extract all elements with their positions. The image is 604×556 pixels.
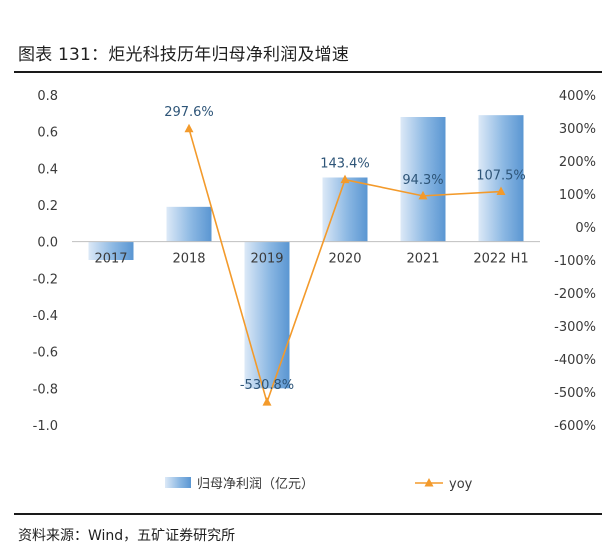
left-axis-tick: 0.8 <box>37 89 58 104</box>
source-note: 资料来源：Wind，五矿证券研究所 <box>18 528 236 544</box>
yoy-data-label: 107.5% <box>476 169 526 184</box>
footer-rule <box>14 513 602 515</box>
legend-line-label: yoy <box>449 477 473 492</box>
category-label: 2017 <box>94 252 127 267</box>
left-axis-tick: 0.0 <box>37 236 58 251</box>
right-axis-tick: -200% <box>554 287 596 302</box>
right-axis-tick: -100% <box>554 254 596 269</box>
right-axis-tick: 300% <box>559 122 596 137</box>
left-axis-tick: -0.4 <box>33 309 58 324</box>
legend-bar-swatch <box>165 477 191 488</box>
yoy-marker <box>184 123 194 133</box>
legend-bar-label: 归母净利润（亿元） <box>197 477 314 492</box>
yoy-data-label: 143.4% <box>320 157 370 172</box>
profit-bar <box>400 117 446 242</box>
yoy-marker <box>418 190 428 200</box>
left-axis-tick: 0.6 <box>37 126 58 141</box>
left-axis-tick: -0.8 <box>33 382 58 397</box>
yoy-marker <box>496 186 506 196</box>
profit-bar <box>322 177 368 242</box>
left-axis-tick: 0.2 <box>37 199 58 214</box>
left-axis-tick: 0.4 <box>37 162 58 177</box>
title-rule <box>14 71 602 73</box>
yoy-marker <box>340 174 350 184</box>
yoy-data-label: 297.6% <box>164 105 214 120</box>
yoy-data-label: -530.8% <box>240 378 294 393</box>
right-axis-tick: 400% <box>559 89 596 104</box>
right-axis-tick: -500% <box>554 386 596 401</box>
left-axis-tick: -0.2 <box>33 272 58 287</box>
right-axis-tick: 100% <box>559 188 596 203</box>
right-axis-tick: -400% <box>554 353 596 368</box>
category-label: 2021 <box>406 252 439 267</box>
chart-title: 图表 131：炬光科技历年归母净利润及增速 <box>18 45 350 65</box>
left-axis-tick: -1.0 <box>33 419 58 434</box>
category-label: 2019 <box>250 252 283 267</box>
right-axis-tick: 200% <box>559 155 596 170</box>
profit-bar <box>166 206 212 242</box>
legend-line-marker <box>424 478 434 487</box>
category-label: 2020 <box>328 252 361 267</box>
yoy-marker <box>262 397 272 406</box>
right-axis-tick: -600% <box>554 419 596 434</box>
profit-bar <box>478 115 524 242</box>
yoy-data-label: 94.3% <box>402 173 443 188</box>
profit-bar <box>244 241 290 389</box>
category-label: 2022 H1 <box>473 252 528 267</box>
left-axis-tick: -0.6 <box>33 346 58 361</box>
category-label: 2018 <box>172 252 205 267</box>
right-axis-tick: -300% <box>554 320 596 335</box>
profit-bar <box>88 241 134 260</box>
right-axis-tick: 0% <box>575 221 596 236</box>
